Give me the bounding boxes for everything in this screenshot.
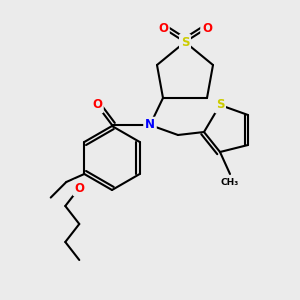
Text: O: O xyxy=(158,22,168,34)
Text: N: N xyxy=(145,118,155,131)
Text: O: O xyxy=(92,98,102,112)
Text: CH₃: CH₃ xyxy=(221,178,239,187)
Text: S: S xyxy=(216,98,224,112)
Text: O: O xyxy=(74,182,84,194)
Text: S: S xyxy=(181,35,189,49)
Text: O: O xyxy=(202,22,212,34)
